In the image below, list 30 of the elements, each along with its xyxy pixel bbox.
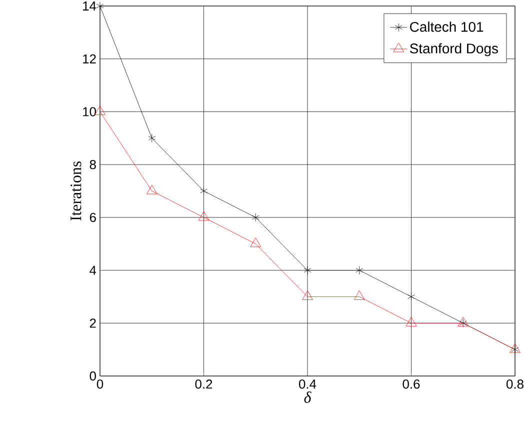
x-tick-label: 0 — [96, 380, 104, 389]
legend-label: Stanford Dogs — [410, 43, 498, 56]
y-tick-label: 12 — [83, 54, 96, 64]
y-tick-label: 2 — [90, 318, 96, 328]
point — [148, 134, 156, 142]
y-tick-label: 14 — [83, 2, 96, 10]
y-tick-label: 4 — [90, 266, 96, 275]
point — [252, 213, 260, 222]
point — [354, 290, 365, 300]
point — [304, 266, 312, 274]
point — [146, 184, 158, 194]
x-tick-label: 0.6 — [402, 380, 420, 389]
x-tick-label: 0.2 — [195, 380, 212, 389]
point — [96, 2, 104, 10]
point — [302, 290, 313, 300]
y-axis-title: Iterations — [70, 161, 82, 221]
point — [198, 211, 210, 221]
legend-label: Caltech 101 — [410, 22, 484, 32]
point — [200, 186, 208, 196]
point — [406, 316, 417, 326]
point — [356, 266, 364, 274]
point — [408, 292, 415, 301]
y-tick-label: 10 — [83, 107, 96, 116]
x-axis-title: δ — [304, 392, 312, 403]
x-tick-label: 0.4 — [299, 380, 316, 389]
y-tick-label: 6 — [90, 212, 96, 222]
point — [250, 238, 262, 248]
y-tick-label: 8 — [90, 160, 96, 170]
x-tick-label: 0.8 — [506, 380, 524, 389]
y-tick-label: 0 — [90, 371, 96, 381]
